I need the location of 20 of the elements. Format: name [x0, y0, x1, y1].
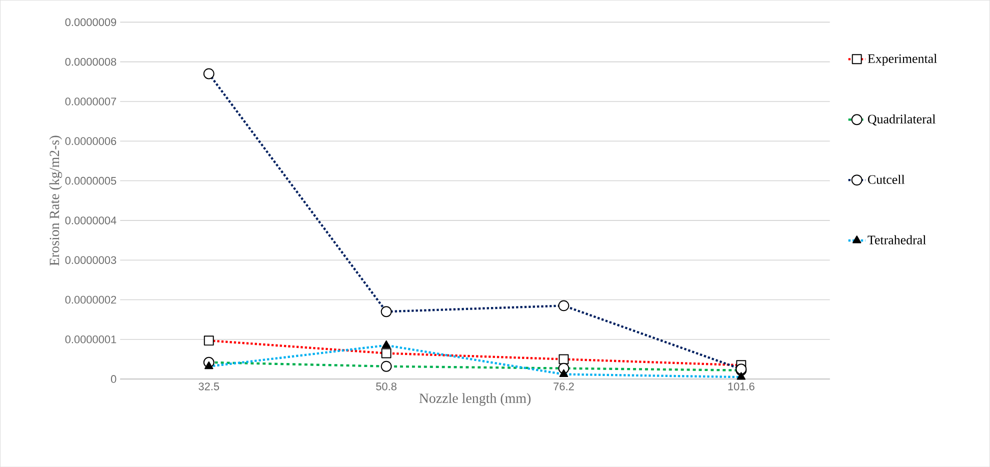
y-tick-label: 0 [110, 375, 116, 383]
legend-label: Quadrilateral [868, 114, 936, 126]
x-tick-label: 50.8 [376, 382, 396, 390]
y-tick-label: 0.0000006 [65, 137, 116, 145]
y-tick-label: 0.0000002 [65, 296, 116, 304]
y-tick-label: 0.0000005 [65, 176, 116, 185]
legend-label: Cutcell [868, 174, 905, 184]
legend-label: Experimental [868, 54, 937, 66]
y-tick-label: 0.0000008 [65, 58, 116, 66]
legend-label: Tetrahedral [868, 235, 926, 244]
y-tick-label: 0.0000001 [65, 335, 116, 344]
y-tick-label: 0.0000007 [65, 98, 116, 106]
x-axis-title: Nozzle length (mm) [419, 393, 531, 406]
x-tick-label: 76.2 [554, 382, 574, 390]
y-tick-label: 0.0000009 [65, 18, 116, 26]
x-tick-label: 32.5 [198, 382, 220, 390]
y-tick-label: 0.0000004 [65, 216, 116, 224]
x-tick-label: 101.6 [728, 382, 754, 390]
y-axis-title: Erosion Rate (kg/m2-s) [49, 136, 62, 266]
y-tick-label: 0.0000003 [65, 256, 116, 264]
